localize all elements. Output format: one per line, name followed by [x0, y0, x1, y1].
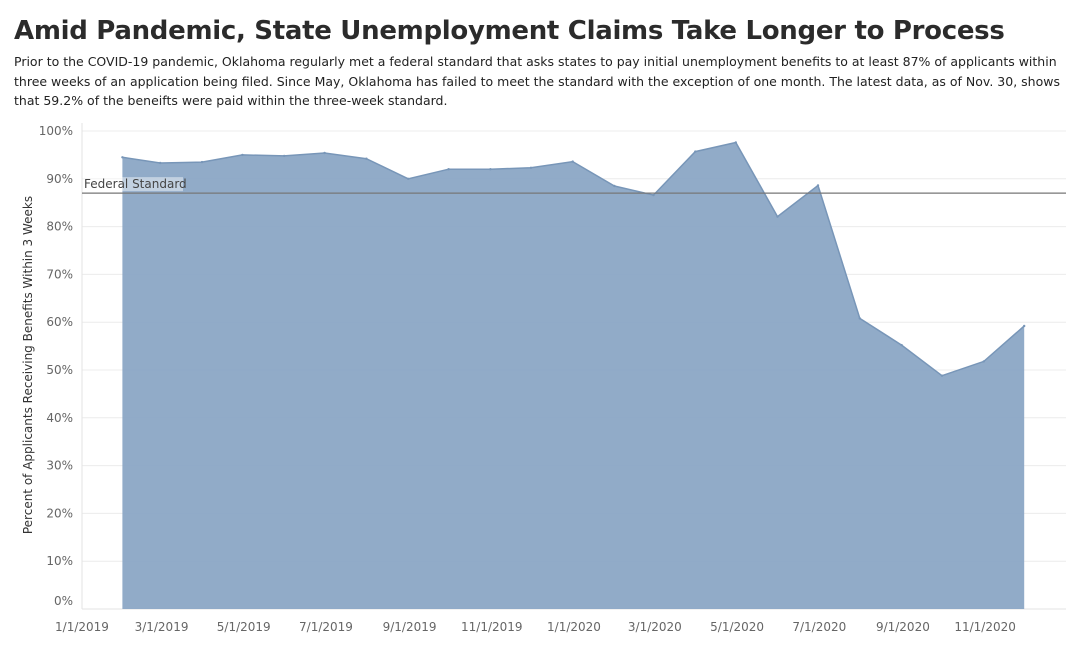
- x-tick-label: 7/1/2019: [299, 620, 353, 634]
- reference-label: Federal Standard: [84, 177, 187, 191]
- data-point: [241, 153, 244, 157]
- x-tick-label: 9/1/2020: [876, 620, 930, 634]
- x-tick-label: 3/1/2019: [135, 620, 189, 634]
- data-point: [613, 184, 616, 188]
- x-tick-label: 1/1/2020: [547, 620, 601, 634]
- x-tick-label: 5/1/2019: [217, 620, 271, 634]
- x-tick-label: 11/1/2020: [954, 620, 1016, 634]
- data-point: [571, 160, 574, 163]
- data-point: [694, 150, 697, 153]
- y-tick-label: 90%: [46, 172, 73, 186]
- data-point: [529, 166, 533, 169]
- x-axis: 1/1/2019 3/1/2019 5/1/2019 7/1/2019 9/1/2019…: [55, 620, 1016, 634]
- x-tick-label: 5/1/2020: [710, 620, 764, 634]
- data-point: [447, 168, 450, 171]
- data-point: [489, 168, 492, 171]
- reference-label-bg: [83, 177, 183, 192]
- y-tick-label: 50%: [46, 363, 73, 377]
- data-point: [858, 317, 861, 320]
- data-point: [652, 193, 655, 197]
- data-point: [407, 177, 410, 180]
- data-point: [323, 151, 326, 155]
- data-point: [159, 161, 162, 165]
- data-point: [734, 141, 737, 144]
- data-point: [982, 360, 985, 363]
- data-point: [283, 154, 286, 158]
- chart-subtitle: Prior to the COVID-19 pandemic, Oklahoma…: [14, 54, 1060, 108]
- x-tick-label: 7/1/2020: [792, 620, 846, 634]
- data-point: [940, 374, 944, 377]
- data-point: [365, 157, 368, 160]
- y-tick-label: 100%: [39, 124, 73, 138]
- x-tick-label: 11/1/2019: [461, 620, 523, 634]
- data-point: [776, 215, 779, 218]
- y-axis: 0% 10% 20% 30% 40% 50% 60% 70% 80% 90% 100%: [39, 124, 73, 608]
- y-tick-label: 60%: [46, 315, 73, 329]
- y-tick-label: 40%: [46, 411, 73, 425]
- chart-title: Amid Pandemic, State Unemployment Claims…: [14, 16, 1005, 46]
- federal-standard-reference: Federal Standard: [82, 177, 1066, 194]
- series-area: [121, 141, 1026, 609]
- y-tick-label: 10%: [46, 554, 73, 568]
- data-point: [900, 343, 903, 347]
- y-tick-label: 70%: [46, 267, 73, 281]
- y-tick-label: 0%: [54, 594, 73, 608]
- y-tick-label: 30%: [46, 459, 73, 473]
- data-point: [121, 156, 124, 159]
- y-tick-label: 80%: [46, 220, 73, 234]
- data-point: [816, 184, 820, 187]
- x-tick-label: 1/1/2019: [55, 620, 109, 634]
- data-point: [1022, 324, 1026, 328]
- y-axis-label: Percent of Applicants Receiving Benefits…: [21, 196, 35, 534]
- area-fill: [122, 142, 1025, 609]
- data-point: [200, 160, 204, 164]
- x-tick-label: 9/1/2019: [383, 620, 437, 634]
- y-tick-label: 20%: [46, 506, 73, 520]
- x-tick-label: 3/1/2020: [628, 620, 682, 634]
